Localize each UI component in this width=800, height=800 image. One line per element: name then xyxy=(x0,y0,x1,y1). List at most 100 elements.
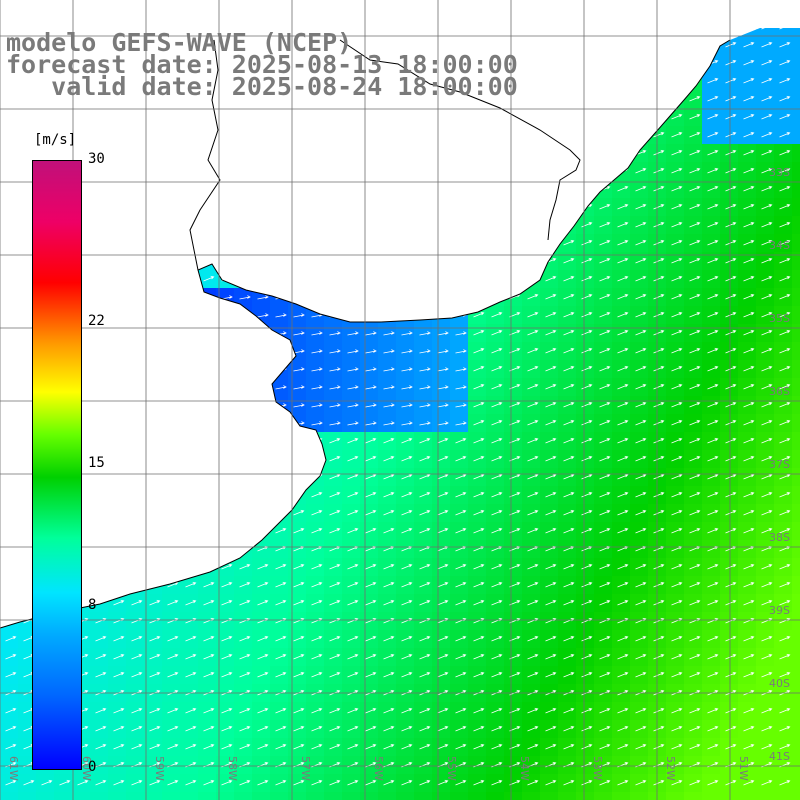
wind-cell xyxy=(792,612,800,631)
wind-cell xyxy=(342,288,361,307)
wind-cell xyxy=(144,162,163,181)
wind-arrow xyxy=(419,455,431,462)
wind-arrow xyxy=(203,257,215,264)
wind-cell xyxy=(360,180,379,199)
wind-cell xyxy=(612,28,631,37)
wind-arrow xyxy=(437,149,449,156)
wind-cell xyxy=(162,126,181,145)
wind-arrow xyxy=(185,437,197,444)
wind-arrow xyxy=(239,167,251,174)
wind-arrow xyxy=(653,149,665,156)
wind-arrow xyxy=(95,275,107,282)
wind-cell xyxy=(594,54,613,73)
wind-arrow xyxy=(617,671,629,678)
wind-arrow xyxy=(779,311,791,318)
wind-arrow xyxy=(635,59,647,66)
wind-arrow xyxy=(617,401,629,408)
wind-arrow xyxy=(203,331,215,336)
wind-arrow xyxy=(563,221,575,228)
wind-arrow xyxy=(671,455,683,462)
wind-arrow xyxy=(779,563,791,570)
wind-arrow xyxy=(149,455,161,462)
wind-arrow xyxy=(347,257,359,264)
wind-arrow xyxy=(113,635,125,642)
wind-arrow xyxy=(725,725,737,732)
wind-arrow xyxy=(707,203,719,210)
wind-cell xyxy=(684,28,703,37)
wind-cell xyxy=(432,792,451,800)
wind-cell xyxy=(792,522,800,541)
wind-arrow xyxy=(330,6,340,11)
wind-arrow xyxy=(473,293,485,300)
wind-arrow xyxy=(491,41,503,48)
wind-cell xyxy=(306,180,325,199)
wind-arrow xyxy=(617,437,629,444)
wind-arrow xyxy=(131,221,143,228)
wind-cell xyxy=(108,414,127,433)
wind-arrow xyxy=(329,349,341,354)
wind-arrow xyxy=(275,257,287,264)
wind-arrow xyxy=(437,239,449,246)
wind-arrow xyxy=(689,779,701,786)
wind-arrow xyxy=(239,131,251,138)
wind-arrow xyxy=(653,311,665,318)
wind-arrow xyxy=(383,725,395,732)
wind-arrow xyxy=(707,221,719,228)
wind-arrow xyxy=(527,131,539,138)
wind-arrow xyxy=(401,599,413,606)
wind-arrow xyxy=(5,367,17,372)
wind-arrow xyxy=(293,581,305,588)
wind-arrow xyxy=(113,239,125,246)
wind-arrow xyxy=(347,221,359,228)
wind-arrow xyxy=(455,295,467,300)
wind-arrow xyxy=(671,581,683,588)
wind-arrow xyxy=(95,473,107,480)
wind-arrow xyxy=(221,257,233,264)
wind-arrow xyxy=(581,635,593,642)
wind-cell xyxy=(450,162,469,181)
wind-arrow xyxy=(491,203,503,210)
wind-cell xyxy=(378,144,397,163)
wind-arrow xyxy=(653,491,665,498)
wind-arrow xyxy=(131,131,143,138)
wind-arrow xyxy=(437,221,449,228)
wind-arrow xyxy=(779,95,791,102)
wind-cell xyxy=(450,0,469,19)
wind-arrow xyxy=(257,221,269,228)
wind-cell xyxy=(270,504,289,523)
wind-arrow xyxy=(437,203,449,210)
wind-cell xyxy=(0,198,19,217)
wind-cell xyxy=(72,792,91,800)
wind-cell xyxy=(522,234,541,253)
wind-cell xyxy=(792,486,800,505)
wind-cell xyxy=(180,468,199,487)
wind-arrow xyxy=(617,28,629,30)
wind-arrow xyxy=(311,275,323,282)
wind-cell xyxy=(792,324,800,343)
wind-arrow xyxy=(563,41,575,48)
wind-arrow xyxy=(743,28,755,30)
wind-cell xyxy=(0,504,19,523)
wind-arrow xyxy=(599,509,611,516)
wind-cell xyxy=(108,0,127,19)
wind-cell xyxy=(324,270,343,289)
wind-cell xyxy=(108,198,127,217)
wind-arrow xyxy=(203,509,215,516)
wind-arrow xyxy=(527,203,539,210)
wind-arrow xyxy=(779,28,791,30)
wind-arrow xyxy=(167,725,179,732)
wind-cell xyxy=(396,198,415,217)
wind-arrow xyxy=(167,113,179,120)
wind-arrow xyxy=(527,383,539,390)
wind-arrow xyxy=(617,581,629,588)
wind-arrow xyxy=(329,239,341,246)
wind-cell xyxy=(612,792,631,800)
wind-arrow xyxy=(221,221,233,228)
wind-arrow xyxy=(725,275,737,282)
colorbar-tick-label: 0 xyxy=(88,759,97,775)
wind-cell xyxy=(0,576,19,595)
wind-arrow xyxy=(5,149,17,156)
wind-cell xyxy=(324,216,343,235)
wind-arrow xyxy=(311,509,323,516)
wind-arrow xyxy=(599,419,611,426)
